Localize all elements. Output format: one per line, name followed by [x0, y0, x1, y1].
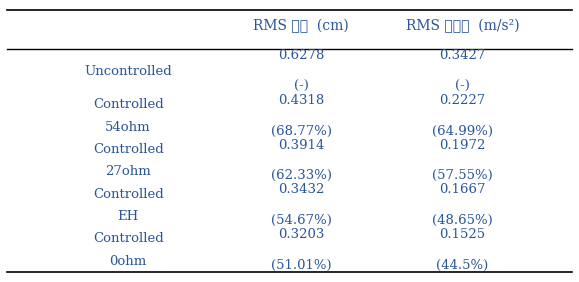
Text: (54.67%): (54.67%) [270, 214, 331, 227]
Text: (64.99%): (64.99%) [432, 125, 493, 138]
Text: (48.65%): (48.65%) [432, 214, 493, 227]
Text: 0.3203: 0.3203 [278, 228, 324, 241]
Text: Uncontrolled: Uncontrolled [85, 65, 172, 78]
Text: 0.2227: 0.2227 [439, 94, 486, 107]
Text: Controlled: Controlled [93, 232, 163, 245]
Text: EH: EH [118, 210, 139, 223]
Text: 0ohm: 0ohm [109, 255, 147, 268]
Text: (51.01%): (51.01%) [271, 259, 331, 272]
Text: 0.3914: 0.3914 [278, 139, 324, 152]
Text: 27ohm: 27ohm [105, 165, 151, 178]
Text: 0.1667: 0.1667 [439, 183, 486, 196]
Text: Controlled: Controlled [93, 143, 163, 156]
Text: 0.1525: 0.1525 [439, 228, 485, 241]
Text: (57.55%): (57.55%) [432, 169, 493, 182]
Text: 0.1972: 0.1972 [439, 139, 486, 152]
Text: 54ohm: 54ohm [105, 120, 151, 134]
Text: (68.77%): (68.77%) [270, 125, 332, 138]
Text: (-): (-) [455, 80, 470, 93]
Text: Controlled: Controlled [93, 98, 163, 111]
Text: (62.33%): (62.33%) [270, 169, 332, 182]
Text: 0.3427: 0.3427 [439, 49, 486, 62]
Text: (-): (-) [294, 80, 309, 93]
Text: 0.6278: 0.6278 [278, 49, 324, 62]
Text: Controlled: Controlled [93, 188, 163, 201]
Text: 0.3432: 0.3432 [278, 183, 324, 196]
Text: RMS 가속도  (m/s²): RMS 가속도 (m/s²) [405, 19, 519, 34]
Text: RMS 변위  (cm): RMS 변위 (cm) [253, 19, 349, 34]
Text: 0.4318: 0.4318 [278, 94, 324, 107]
Text: (44.5%): (44.5%) [436, 259, 489, 272]
